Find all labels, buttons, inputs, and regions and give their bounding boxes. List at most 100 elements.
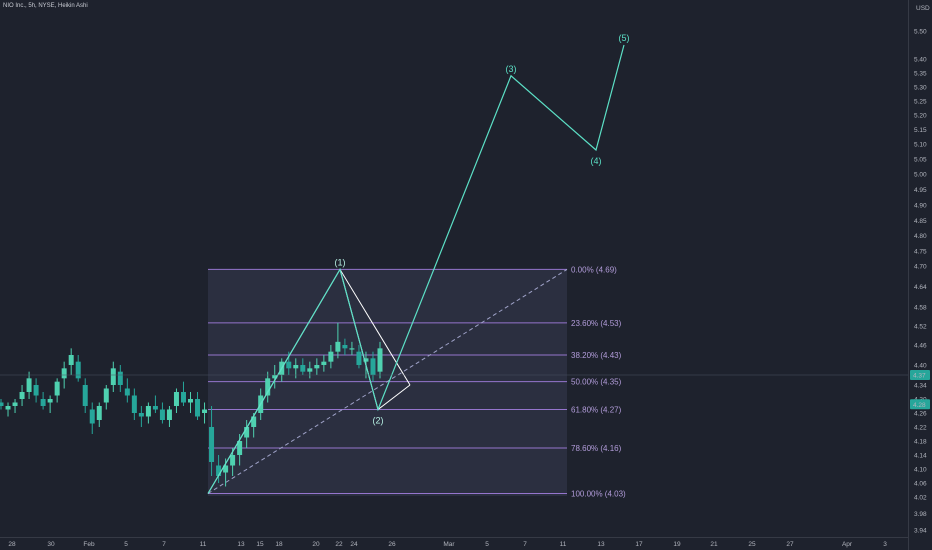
y-tick-label: 5.20 <box>914 113 927 120</box>
candle-body <box>349 348 355 350</box>
y-axis: 5.50 5.40 5.35 5.30 5.25 5.20 5.15 5.10 5.05 5.00… <box>0 29 930 535</box>
fib-level-label: 23.60% (4.53) <box>571 319 622 328</box>
y-tick-label: 4.75 <box>914 249 927 256</box>
y-tick-label: 5.30 <box>914 85 927 92</box>
candle-body <box>0 402 4 406</box>
x-tick-label: 24 <box>350 541 358 548</box>
candle-body <box>335 341 341 352</box>
x-tick-label: 27 <box>786 541 794 548</box>
candle-body <box>75 361 81 379</box>
fib-level-label: 38.20% (4.43) <box>571 351 622 360</box>
candle-body <box>82 385 88 406</box>
y-tick-label: 5.50 <box>914 29 927 36</box>
candle-body <box>342 345 348 349</box>
currency-label: USD <box>916 5 930 12</box>
y-tick-label: 3.94 <box>914 528 927 535</box>
candle-body <box>180 392 186 403</box>
x-tick-label: 20 <box>312 541 320 548</box>
fib-level-label: 100.00% (4.03) <box>571 490 626 499</box>
wave-label-4: (4) <box>591 156 602 166</box>
candle-body <box>202 409 208 413</box>
candle-body <box>216 465 222 476</box>
y-tick-label: 4.58 <box>914 305 927 312</box>
x-tick-label: Apr <box>842 541 853 548</box>
price-badge-last-text: 4.37 <box>913 373 926 380</box>
y-tick-label: 4.85 <box>914 218 927 225</box>
y-tick-label: 4.52 <box>914 324 927 331</box>
candle-body <box>61 368 67 379</box>
x-axis: 28 30 Feb 5 7 11 13 15 18 20 22 24 26 Mar 5 7 11 13 17 19 21… <box>8 541 887 548</box>
candle-body <box>356 351 362 365</box>
x-tick-label: 30 <box>47 541 55 548</box>
candle-body <box>124 388 130 396</box>
candle-body <box>195 399 201 417</box>
candle-body <box>19 392 25 399</box>
candle-body <box>363 358 369 362</box>
x-tick-label: 18 <box>275 541 283 548</box>
wave-label-2: (2) <box>373 416 384 426</box>
candle-body <box>33 385 39 396</box>
y-tick-label: 5.00 <box>914 172 927 179</box>
candle-body <box>321 361 327 365</box>
candle-body <box>237 441 243 455</box>
x-tick-label: 7 <box>162 541 166 548</box>
y-tick-label: 5.35 <box>914 71 927 78</box>
candle-body <box>89 409 95 424</box>
candle-body <box>131 395 137 413</box>
candle-body <box>5 406 11 410</box>
x-tick-label: Mar <box>443 541 455 548</box>
x-tick-label: 11 <box>560 541 567 548</box>
candle-body <box>117 371 123 385</box>
x-tick-label: 7 <box>523 541 527 548</box>
fib-level-label: 61.80% (4.27) <box>571 406 622 415</box>
x-tick-label: 26 <box>388 541 396 548</box>
y-tick-label: 4.14 <box>914 453 927 460</box>
candle-body <box>265 378 271 396</box>
y-tick-label: 4.95 <box>914 187 927 194</box>
x-tick-label: 13 <box>597 541 605 548</box>
price-badge-2-text: 4.28 <box>913 402 926 409</box>
candle-body <box>293 365 299 369</box>
candle-body <box>152 406 158 410</box>
y-tick-label: 4.40 <box>914 363 927 370</box>
candle-body <box>230 455 236 466</box>
candle-body <box>328 351 334 362</box>
candle-body <box>47 399 53 403</box>
candle-body <box>244 427 250 438</box>
x-tick-label: 25 <box>748 541 756 548</box>
y-tick-label: 4.10 <box>914 467 927 474</box>
x-tick-label: 11 <box>200 541 207 548</box>
y-tick-label: 4.70 <box>914 264 927 271</box>
y-tick-label: 5.10 <box>914 142 927 149</box>
x-tick-label: 21 <box>710 541 718 548</box>
price-badge-2 <box>910 399 930 410</box>
y-tick-label: 4.46 <box>914 343 927 350</box>
elliott-wave-path <box>207 44 625 494</box>
y-tick-label: 4.02 <box>914 495 927 502</box>
y-tick-label: 4.64 <box>914 284 927 291</box>
candle-body <box>314 365 320 369</box>
fib-level-label: 0.00% (4.69) <box>571 265 617 274</box>
y-tick-label: 4.80 <box>914 233 927 240</box>
y-tick-label: 5.15 <box>914 127 927 134</box>
y-tick-label: 3.98 <box>914 511 927 518</box>
candle-body <box>138 413 144 417</box>
y-tick-label: 4.26 <box>914 411 927 418</box>
candle-body <box>251 416 257 427</box>
x-tick-label: 15 <box>256 541 264 548</box>
x-tick-label: 28 <box>8 541 16 548</box>
candle-body <box>96 406 102 420</box>
y-tick-label: 4.06 <box>914 481 927 488</box>
candle-body <box>223 465 229 473</box>
y-tick-label: 4.22 <box>914 425 927 432</box>
candle-body <box>300 365 306 372</box>
candle-body <box>307 368 313 372</box>
candle-body <box>12 402 18 406</box>
y-tick-label: 4.90 <box>914 203 927 210</box>
fib-level-label: 78.60% (4.16) <box>571 444 622 453</box>
candle-body <box>54 381 60 396</box>
x-tick-label: Feb <box>83 541 95 548</box>
candle-body <box>286 361 292 369</box>
candle-body <box>173 392 179 406</box>
